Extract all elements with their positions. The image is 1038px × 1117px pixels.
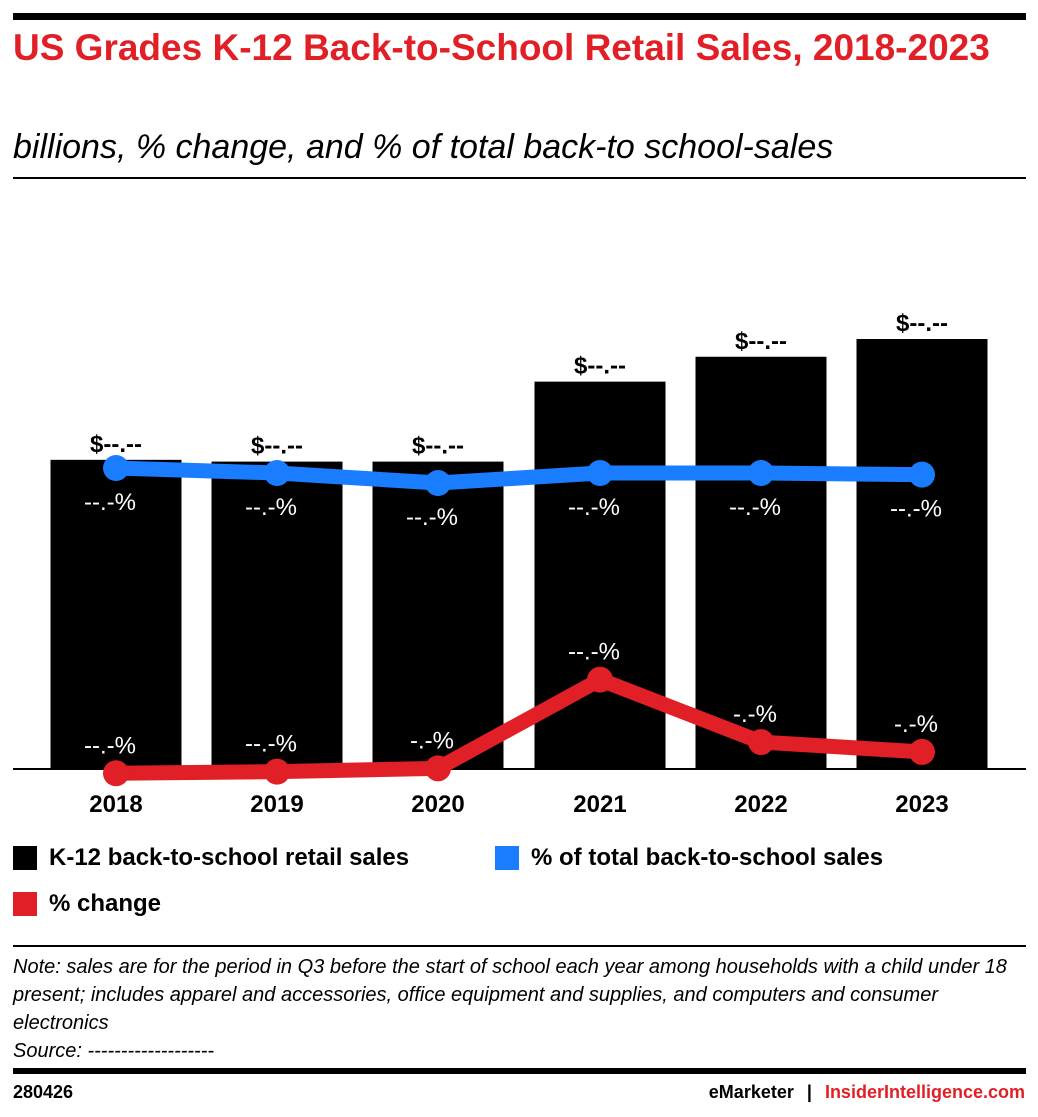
- combo-chart: $--.-- $--.-- $--.-- $--.-- $--.-- $--.-- --.…: [13, 310, 1026, 818]
- chart-subtitle: billions, % change, and % of total back-…: [13, 128, 834, 166]
- legend-item-share: % of total back-to-school sales: [495, 844, 883, 872]
- share-point-2020: [425, 470, 451, 496]
- change-label-2023: -.-%: [894, 711, 938, 738]
- change-label-2021: --.-%: [568, 639, 620, 666]
- top-rule: [13, 13, 1026, 20]
- change-point-2019: [264, 758, 290, 785]
- change-label-2022: -.-%: [733, 701, 777, 728]
- share-point-2022: [748, 460, 774, 486]
- share-label-2020: --.-%: [406, 504, 458, 531]
- share-point-2018: [103, 455, 129, 481]
- x-tick-2023: 2023: [895, 791, 948, 818]
- share-line: [108, 460, 930, 491]
- change-line-series: --.-% --.-% -.-% --.-% -.-% -.-%: [84, 639, 938, 787]
- share-point-2019: [264, 460, 290, 486]
- note-rule: [13, 945, 1026, 947]
- legend: K-12 back-to-school retail sales % of to…: [13, 840, 1026, 930]
- share-label-2018: --.-%: [84, 489, 136, 516]
- change-label-2020: -.-%: [410, 727, 454, 754]
- legend-swatch-sales: [13, 846, 37, 870]
- legend-swatch-share: [495, 846, 519, 870]
- x-tick-2020: 2020: [411, 791, 464, 818]
- brand-emarketer: eMarketer: [708, 1082, 794, 1102]
- share-point-2023: [909, 461, 935, 488]
- x-tick-2021: 2021: [573, 791, 626, 818]
- share-label-2023: --.-%: [890, 496, 942, 523]
- bar-2022: [695, 356, 827, 769]
- chart-note: Note: sales are for the period in Q3 bef…: [13, 956, 1007, 1034]
- bar-2020: [372, 461, 504, 769]
- legend-label-share: % of total back-to-school sales: [531, 844, 884, 871]
- bar-label-2022: $--.--: [735, 328, 787, 355]
- bar-label-2021: $--.--: [574, 353, 626, 380]
- x-tick-2022: 2022: [734, 791, 787, 818]
- bar-2019: [211, 461, 343, 769]
- footer-brand: eMarketer | InsiderIntelligence.com: [709, 1082, 1025, 1103]
- share-line-series: --.-% --.-% --.-% --.-% --.-% --.-%: [84, 455, 942, 531]
- legend-label-sales: K-12 back-to-school retail sales: [49, 844, 410, 871]
- bar-label-2019: $--.--: [251, 433, 303, 460]
- share-label-2019: --.-%: [245, 494, 297, 521]
- subtitle-rule: [13, 177, 1026, 179]
- x-tick-2018: 2018: [89, 791, 142, 818]
- footer-rule: [13, 1068, 1026, 1074]
- legend-swatch-change: [13, 892, 37, 916]
- change-line: [108, 672, 930, 781]
- x-tick-labels: 2018 2019 2020 2021 2022 2023: [89, 791, 948, 818]
- bar-2018: [50, 459, 182, 769]
- bar-label-2020: $--.--: [412, 433, 464, 460]
- legend-item-change: % change: [13, 890, 161, 918]
- bar-series: [50, 339, 988, 769]
- change-point-2021: [587, 666, 613, 693]
- legend-label-change: % change: [49, 890, 162, 917]
- change-point-2020: [425, 755, 451, 782]
- bar-label-2018: $--.--: [90, 431, 142, 458]
- change-point-2018: [103, 760, 129, 787]
- share-point-2021: [587, 460, 613, 486]
- share-label-2022: --.-%: [729, 494, 781, 521]
- brand-insider-intelligence: InsiderIntelligence.com: [824, 1082, 1025, 1102]
- bar-2023: [856, 339, 988, 769]
- x-tick-2019: 2019: [250, 791, 303, 818]
- share-label-2021: --.-%: [568, 494, 620, 521]
- brand-separator: |: [806, 1082, 812, 1102]
- change-point-2023: [909, 738, 935, 765]
- chart-id: 280426: [13, 1082, 74, 1102]
- chart-source: Source: -------------------: [13, 1040, 215, 1062]
- change-label-2018: --.-%: [84, 732, 136, 759]
- change-label-2019: --.-%: [245, 731, 297, 758]
- bar-value-labels: $--.-- $--.-- $--.-- $--.-- $--.-- $--.--: [90, 310, 948, 460]
- bar-label-2023: $--.--: [896, 310, 948, 337]
- change-point-2022: [748, 729, 774, 756]
- legend-item-sales: K-12 back-to-school retail sales: [13, 844, 409, 872]
- chart-title: US Grades K-12 Back-to-School Retail Sal…: [13, 27, 990, 68]
